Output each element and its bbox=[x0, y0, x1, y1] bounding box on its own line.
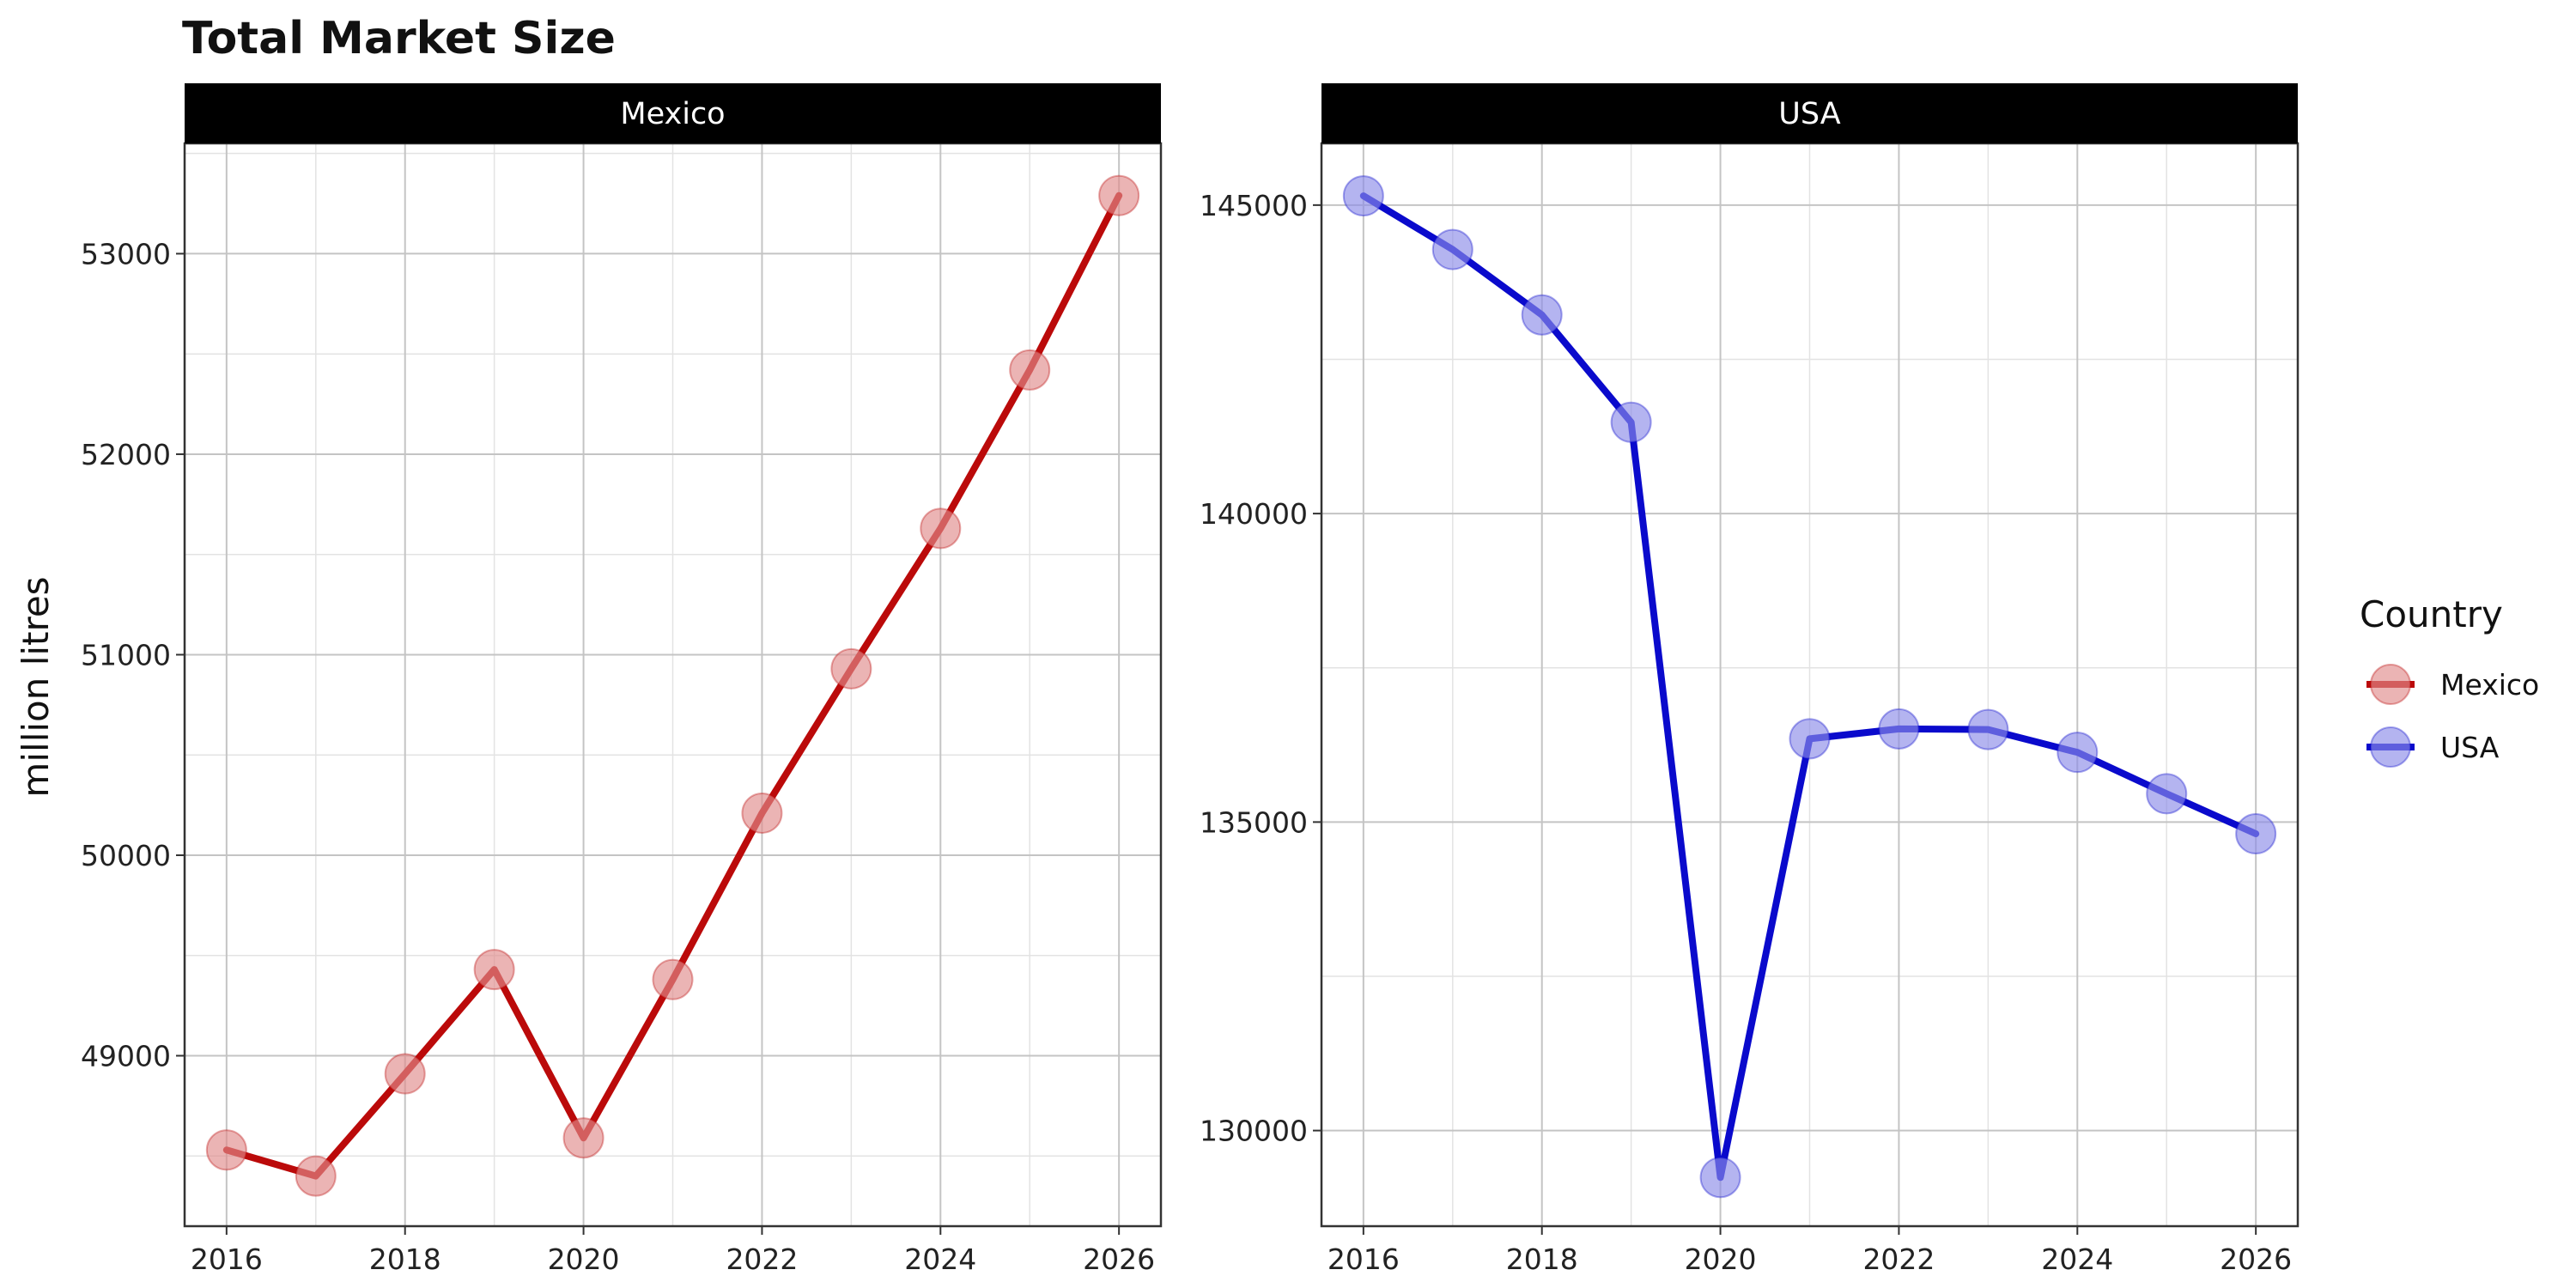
data-point bbox=[1009, 349, 1051, 391]
facet-strip-label: Mexico bbox=[620, 97, 725, 131]
x-tick-label: 2024 bbox=[904, 1242, 976, 1276]
data-point bbox=[295, 1155, 337, 1197]
x-tick-label: 2018 bbox=[1506, 1242, 1578, 1276]
data-point bbox=[1699, 1157, 1741, 1199]
chart-title: Total Market Size bbox=[182, 13, 616, 64]
data-point bbox=[562, 1117, 605, 1159]
legend-title: Country bbox=[2360, 593, 2503, 635]
data-point bbox=[205, 1129, 247, 1171]
facet-strip bbox=[185, 83, 1161, 143]
data-point bbox=[1098, 174, 1140, 216]
data-point bbox=[2057, 732, 2099, 774]
x-tick-label: 2024 bbox=[2041, 1242, 2113, 1276]
facet-strip bbox=[1321, 83, 2298, 143]
data-point bbox=[652, 958, 694, 1000]
legend: Country Mexico USA bbox=[2360, 593, 2539, 768]
data-point bbox=[1967, 708, 2009, 750]
data-point bbox=[1789, 718, 1831, 760]
data-point bbox=[741, 792, 783, 834]
y-tick-label: 135000 bbox=[1200, 805, 1308, 839]
x-tick-label: 2016 bbox=[191, 1242, 263, 1276]
legend-key-point bbox=[2370, 726, 2411, 768]
legend-label: Mexico bbox=[2440, 668, 2539, 702]
x-tick-label: 2026 bbox=[2220, 1242, 2292, 1276]
x-tick-label: 2020 bbox=[548, 1242, 620, 1276]
x-tick-label: 2026 bbox=[1083, 1242, 1155, 1276]
panel-mexico: Mexico 2016 2018 2020 2022 2024 2026 49000 50000… bbox=[81, 83, 1163, 1276]
y-tick-label: 145000 bbox=[1200, 189, 1308, 222]
x-tick-label: 2022 bbox=[1862, 1242, 1935, 1276]
data-point bbox=[1878, 708, 1920, 750]
data-point bbox=[2235, 813, 2277, 855]
y-tick-label: 53000 bbox=[81, 237, 171, 270]
y-tick-label: 130000 bbox=[1200, 1115, 1308, 1148]
data-point bbox=[2146, 773, 2188, 815]
y-tick-label: 140000 bbox=[1200, 497, 1308, 531]
data-point bbox=[1521, 294, 1563, 336]
legend-label: USA bbox=[2440, 731, 2500, 764]
data-point bbox=[1431, 228, 1473, 270]
y-tick-label: 49000 bbox=[81, 1040, 171, 1073]
x-tick-label: 2022 bbox=[726, 1242, 798, 1276]
data-point bbox=[830, 647, 872, 690]
panels: Mexico 2016 2018 2020 2022 2024 2026 49000 50000… bbox=[81, 83, 2300, 1276]
x-tick-label: 2020 bbox=[1685, 1242, 1757, 1276]
data-point bbox=[1610, 401, 1652, 443]
data-point bbox=[920, 507, 962, 550]
x-tick-label: 2016 bbox=[1327, 1242, 1400, 1276]
data-point bbox=[384, 1053, 426, 1095]
legend-key-point bbox=[2370, 664, 2411, 705]
y-tick-label: 51000 bbox=[81, 638, 171, 671]
x-tick-label: 2018 bbox=[369, 1242, 441, 1276]
panel-usa: USA 2016 2018 2020 2022 2024 2026 130000 135000 1… bbox=[1200, 83, 2300, 1276]
y-axis-title: million litres bbox=[15, 576, 57, 797]
facet-strip-label: USA bbox=[1778, 97, 1840, 131]
y-tick-label: 50000 bbox=[81, 839, 171, 872]
data-point bbox=[1342, 175, 1384, 217]
data-point bbox=[473, 949, 515, 991]
y-tick-label: 52000 bbox=[81, 438, 171, 471]
